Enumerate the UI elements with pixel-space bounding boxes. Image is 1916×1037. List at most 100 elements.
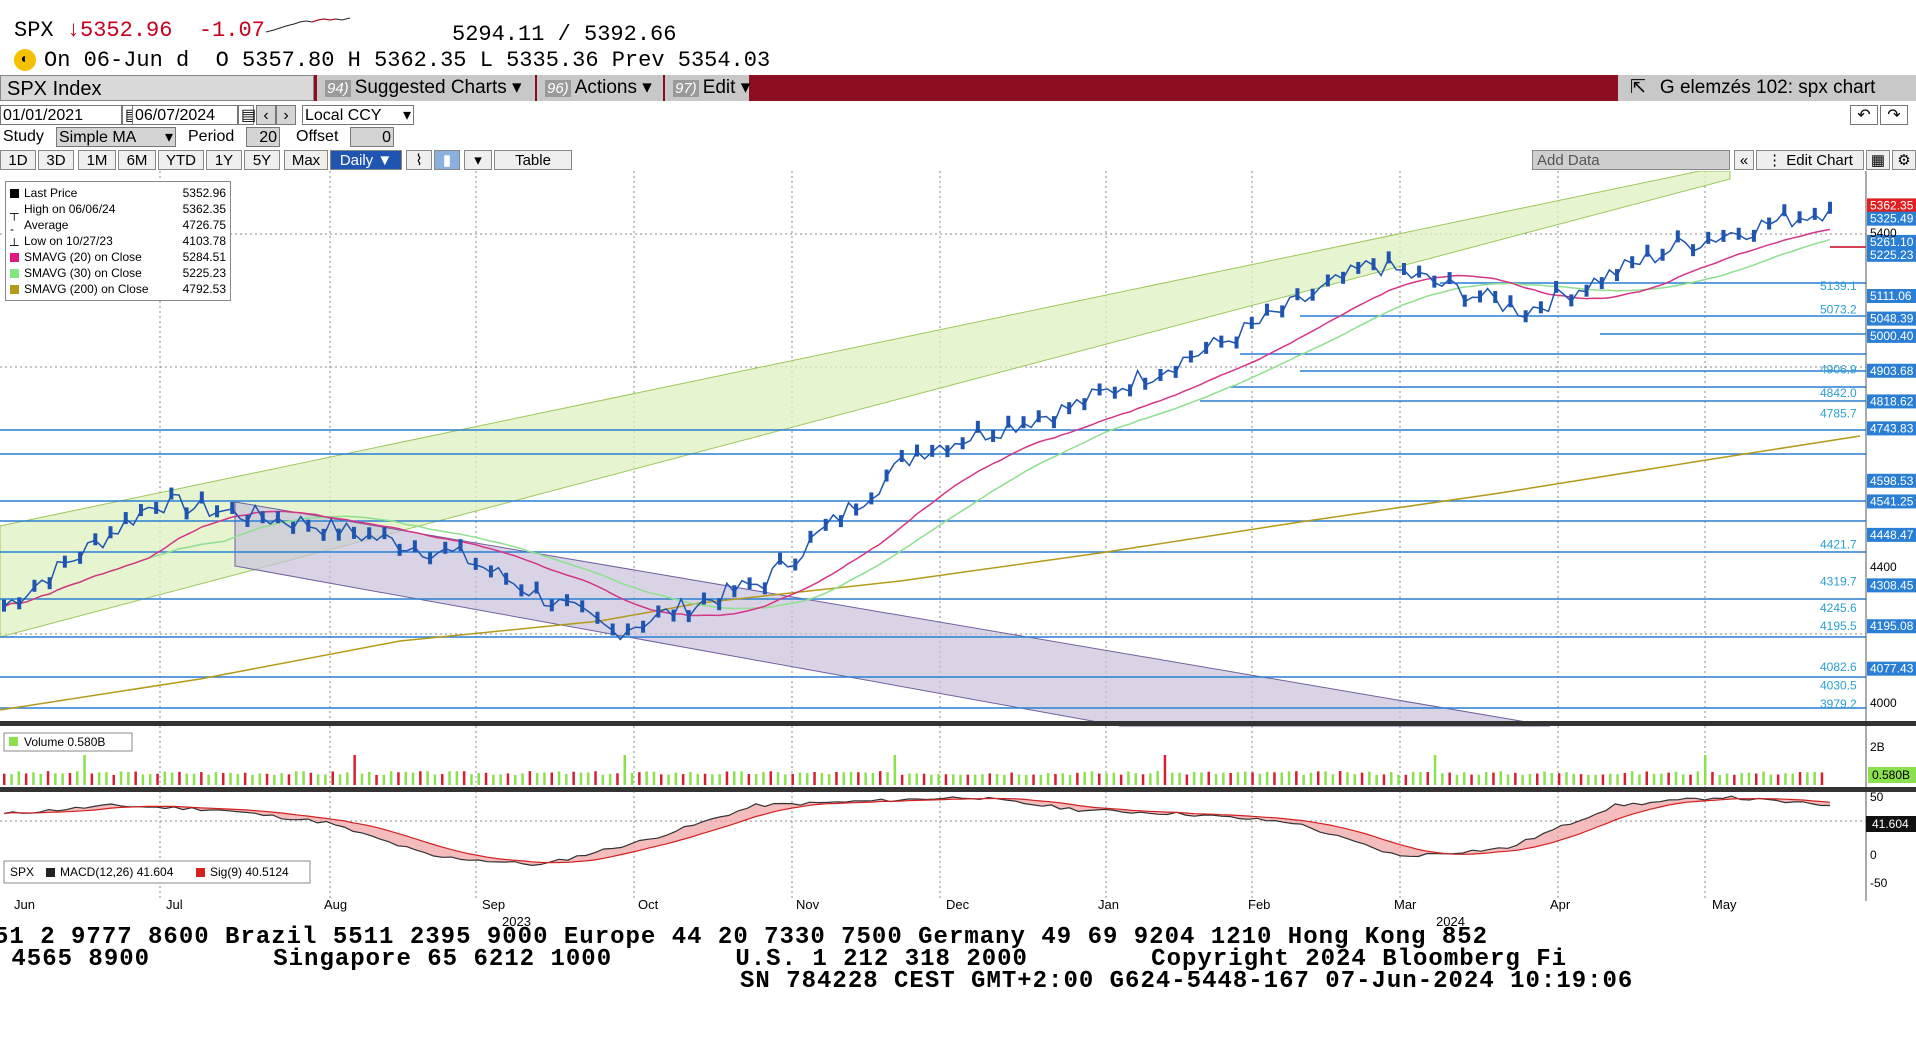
price-chart[interactable]: 5362.355325.495261.105225.235111.065048.… <box>0 171 1916 905</box>
price-candle <box>1097 383 1102 396</box>
volume-bar <box>1506 774 1510 785</box>
bar-type-icon[interactable]: ▮ <box>434 150 460 170</box>
volume-bar <box>309 772 313 785</box>
study-select[interactable]: Simple MA ▾ <box>56 127 176 147</box>
svg-text:4308.45: 4308.45 <box>1870 578 1914 592</box>
period-input[interactable]: 20 <box>246 127 280 147</box>
volume-bar <box>1324 771 1327 785</box>
volume-bar <box>1747 772 1751 785</box>
volume-bar <box>1609 773 1612 785</box>
chart-type-dropdown[interactable]: ▾ <box>464 150 492 170</box>
volume-bar <box>251 774 254 785</box>
range-5y-button[interactable]: 5Y <box>244 150 280 170</box>
volume-bar <box>1119 774 1123 785</box>
volume-bar <box>900 774 904 785</box>
volume-bar <box>849 771 853 785</box>
offset-input[interactable]: 0 <box>350 127 394 147</box>
y-tick-4000: 4000 <box>1870 696 1897 710</box>
redo-button[interactable]: ↷ <box>1880 105 1908 125</box>
volume-bar <box>200 772 203 785</box>
currency-select[interactable]: Local CCY ▾ <box>302 105 414 125</box>
volume-bar <box>638 772 641 785</box>
scroll-right-button[interactable]: › <box>276 105 296 125</box>
range-1m-button[interactable]: 1M <box>78 150 116 170</box>
inner-price-label: 4906.9 <box>1820 363 1857 377</box>
external-link-icon[interactable]: ⇱ <box>1630 77 1646 98</box>
actions-menu[interactable]: 96) Actions ▾ <box>537 75 663 101</box>
volume-bar <box>762 771 765 785</box>
inner-price-label: 4842.0 <box>1820 386 1857 400</box>
end-date-input[interactable]: 06/07/2024 <box>132 105 238 125</box>
menu-label: Suggested Charts <box>354 77 507 98</box>
volume-bar <box>170 772 174 785</box>
volume-bar <box>1368 771 1371 785</box>
volume-bar <box>1317 771 1320 785</box>
gear-icon[interactable]: ⚙ <box>1892 150 1916 170</box>
volume-bar <box>1032 774 1035 785</box>
volume-bar <box>886 772 889 785</box>
range-3d-button[interactable]: 3D <box>38 150 74 170</box>
legend-value: 5284.51 <box>182 250 226 264</box>
frequency-value: Daily <box>339 152 374 169</box>
edit-chart-button[interactable]: ⋮ Edit Chart <box>1756 150 1864 170</box>
volume-bar <box>1375 774 1378 785</box>
volume-bar <box>857 772 860 785</box>
price-candle <box>808 530 813 543</box>
x-tick-mar: Mar <box>1394 897 1417 912</box>
volume-bar <box>433 774 437 785</box>
volume-bar <box>214 772 218 785</box>
x-tick-oct: Oct <box>638 897 659 912</box>
menu-number: 94) <box>325 80 351 97</box>
range-max-button[interactable]: Max <box>284 150 328 170</box>
volume-bar <box>404 771 407 785</box>
volume-bar <box>1499 771 1502 785</box>
volume-bar <box>915 773 918 785</box>
volume-bar <box>156 773 159 785</box>
volume-bar <box>346 772 349 785</box>
edit-menu[interactable]: 97) Edit ▾ <box>665 75 750 101</box>
suggested-charts-menu[interactable]: 94) Suggested Charts ▾ <box>317 75 535 101</box>
range-1y-button[interactable]: 1Y <box>206 150 242 170</box>
chart-settings-icon[interactable]: ▦ <box>1866 150 1890 170</box>
range-6m-button[interactable]: 6M <box>118 150 156 170</box>
price-axis-label: 5000.40 <box>1867 328 1916 343</box>
range-ytd-button[interactable]: YTD <box>158 150 204 170</box>
volume-bar <box>61 773 64 785</box>
start-date-input[interactable]: 01/01/2021 <box>0 105 122 125</box>
undo-button[interactable]: ↶ <box>1850 105 1878 125</box>
quote-line-2: ◐ On 06-Jun d O 5357.80 H 5362.35 L 5335.… <box>14 48 770 73</box>
price-candle <box>701 592 706 605</box>
high-value: H 5362.35 <box>347 48 467 73</box>
scroll-left-button[interactable]: ‹ <box>256 105 276 125</box>
volume-bar <box>32 772 35 785</box>
legend-row: ┬ High on 06/06/24 5362.35 <box>10 201 226 220</box>
collapse-icon[interactable]: « <box>1734 150 1754 170</box>
volume-bar <box>331 771 334 785</box>
macd-line <box>3 795 1830 867</box>
signal-line <box>3 797 1831 864</box>
price-candle <box>1188 350 1193 363</box>
price-candle <box>1736 227 1741 240</box>
frequency-select[interactable]: Daily ▼ <box>330 150 402 170</box>
calendar-icon[interactable]: ▤ <box>238 105 256 125</box>
security-field[interactable]: SPX Index <box>0 75 314 101</box>
gauge-icon[interactable]: ◐ <box>14 49 36 72</box>
macd-tick-neg50: -50 <box>1870 876 1888 890</box>
volume-bar <box>134 771 137 785</box>
price-candle <box>443 541 448 554</box>
add-data-input[interactable]: Add Data <box>1532 150 1730 170</box>
range-1d-button[interactable]: 1D <box>0 150 36 170</box>
inner-price-label: 4082.6 <box>1820 660 1857 674</box>
volume-bar <box>1528 774 1532 785</box>
inner-price-label: 4195.5 <box>1820 619 1857 633</box>
volume-bar <box>660 774 663 785</box>
table-button[interactable]: Table <box>494 150 572 170</box>
volume-bar <box>1733 774 1736 785</box>
study-label: Study <box>3 128 44 145</box>
volume-bar <box>1536 773 1539 785</box>
volume-bar <box>1192 772 1196 785</box>
volume-bar <box>681 774 685 785</box>
volume-bar <box>1645 771 1648 785</box>
open-value: O 5357.80 <box>215 48 335 73</box>
line-type-icon[interactable]: ⌇ <box>406 150 432 170</box>
